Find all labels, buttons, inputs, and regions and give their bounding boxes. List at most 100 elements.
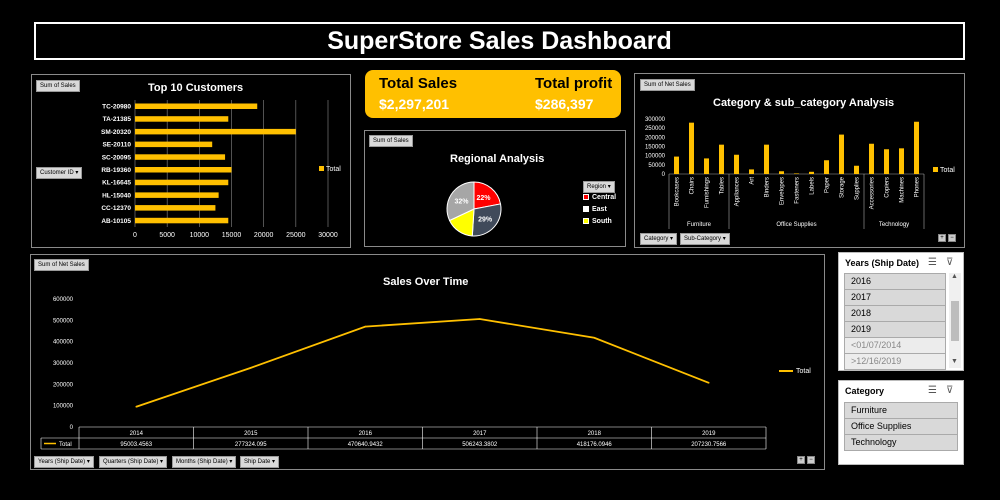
- regional-title: Regional Analysis: [450, 153, 545, 165]
- expand-button[interactable]: +: [938, 234, 946, 242]
- dropdown-icon: ▾: [86, 459, 90, 465]
- bar: [704, 158, 709, 174]
- bar: [914, 121, 919, 174]
- years-slicer-item[interactable]: <01/07/2014: [844, 337, 946, 354]
- time-filter-button[interactable]: Months (Ship Date) ▾: [172, 456, 237, 468]
- category-slicer-title: Category: [845, 386, 885, 396]
- regional-sum-of-sales-button[interactable]: Sum of Sales: [369, 135, 413, 147]
- table-value: 95003.4563: [120, 442, 152, 448]
- bar: [884, 149, 889, 174]
- y-tick-label: 250000: [645, 126, 666, 132]
- category-label: Paper: [825, 177, 831, 193]
- category-slicer-item[interactable]: Technology: [844, 434, 958, 451]
- years-slicer-item[interactable]: >12/16/2019: [844, 353, 946, 370]
- y-tick-label: 400000: [53, 340, 74, 346]
- category-label: Storage: [840, 176, 846, 198]
- time-filter-button[interactable]: Quarters (Ship Date) ▾: [99, 456, 168, 468]
- y-tick-label: 100000: [645, 154, 666, 160]
- collapse-button[interactable]: −: [807, 456, 815, 464]
- time-filter-button[interactable]: Ship Date ▾: [240, 456, 280, 468]
- total-sales-value: $2,297,201: [379, 96, 450, 112]
- x-tick-label: 10000: [190, 232, 210, 239]
- years-slicer-item[interactable]: 2019: [844, 321, 946, 338]
- y-tick-label: 200000: [645, 135, 666, 141]
- legend-label: East: [592, 206, 607, 213]
- table-value: 277324.095: [235, 442, 267, 448]
- bar: [839, 134, 844, 174]
- time-filter-button[interactable]: Years (Ship Date) ▾: [34, 456, 94, 468]
- years-slicer-scrollbar[interactable]: ▲ ▼: [949, 273, 961, 368]
- multi-select-icon[interactable]: ☰: [928, 257, 937, 268]
- scroll-down-icon[interactable]: ▼: [951, 358, 958, 365]
- scroll-thumb[interactable]: [951, 301, 959, 341]
- category-label: SM-20320: [101, 129, 131, 136]
- years-slicer-item[interactable]: 2018: [844, 305, 946, 322]
- subcategory-filter-button[interactable]: Sub-Category ▾: [680, 233, 730, 245]
- category-label: Copiers: [885, 177, 891, 198]
- category-label: Supplies: [855, 177, 861, 200]
- category-panel[interactable]: Sum of Net Sales Category & sub_category…: [634, 73, 965, 248]
- x-tick-label: 2014: [130, 431, 144, 437]
- sum-of-sales-field-button[interactable]: Sum of Sales: [36, 80, 80, 92]
- dropdown-icon: ▾: [670, 236, 674, 242]
- legend-item: Central: [583, 194, 616, 201]
- line-point: [249, 367, 252, 369]
- clear-filter-icon[interactable]: ⊽: [946, 385, 954, 396]
- table-row-label: Total: [59, 442, 72, 448]
- expand-button[interactable]: +: [797, 456, 805, 464]
- bar: [135, 179, 229, 186]
- bar: [135, 103, 258, 109]
- table-value: 207230.7566: [691, 442, 727, 448]
- sales-time-title: Sales Over Time: [383, 276, 469, 288]
- top-customers-chart: 0 5000 10000 15000 20000 25000 30000 TC-20980 TA…: [101, 100, 338, 239]
- bar: [135, 141, 213, 148]
- category-slicer-item[interactable]: Office Supplies: [844, 418, 958, 435]
- sum-of-net-sales-button[interactable]: Sum of Net Sales: [640, 79, 695, 91]
- years-slicer-item[interactable]: 2017: [844, 289, 946, 306]
- y-tick-label: 50000: [648, 163, 665, 169]
- pie-slice: [473, 181, 502, 210]
- legend-label: Total: [326, 166, 341, 173]
- category-legend: Total: [933, 167, 955, 174]
- collapse-button[interactable]: −: [948, 234, 956, 242]
- region-field-button[interactable]: Region ▾: [583, 181, 615, 193]
- category-slicer[interactable]: Category ☰ ⊽ Furniture Office Supplies Tec…: [838, 380, 964, 465]
- pie-data-label: 32%: [454, 199, 469, 206]
- bar: [135, 128, 296, 135]
- multi-select-icon[interactable]: ☰: [928, 385, 937, 396]
- bar: [734, 154, 739, 174]
- years-slicer-item[interactable]: 2016: [844, 273, 946, 290]
- legend-label: Total: [940, 167, 955, 174]
- sales-time-panel[interactable]: Sum of Net Sales Sales Over Time 0 100000…: [30, 254, 825, 470]
- customer-id-field-button[interactable]: Customer ID ▾: [36, 167, 83, 179]
- regional-panel[interactable]: Sum of Sales Regional Analysis 22% 29% 32%…: [364, 130, 626, 247]
- legend-item: South: [583, 218, 616, 225]
- dashboard-title-box: SuperStore Sales Dashboard: [34, 22, 965, 60]
- sales-time-field-button[interactable]: Sum of Net Sales: [34, 259, 89, 271]
- category-filter-label: Category: [644, 236, 669, 242]
- years-slicer[interactable]: Years (Ship Date) ☰ ⊽ 2016 2017 2018 2019 <0…: [838, 252, 964, 371]
- kpi-card: Total Sales $2,297,201 Total profit $286…: [365, 70, 621, 118]
- group-label: Furniture: [687, 222, 712, 228]
- category-label: CC-12370: [101, 205, 131, 212]
- clear-filter-icon[interactable]: ⊽: [946, 257, 954, 268]
- y-tick-label: 0: [70, 425, 74, 431]
- group-label: Office Supplies: [776, 222, 816, 228]
- top-customers-panel[interactable]: Sum of Sales Top 10 Customers Customer I…: [31, 74, 351, 248]
- scroll-up-icon[interactable]: ▲: [951, 273, 958, 280]
- bar: [764, 144, 769, 174]
- bar: [809, 171, 814, 174]
- filter-icon: ▾: [75, 170, 79, 176]
- dropdown-icon: ▾: [229, 459, 233, 465]
- y-tick-label: 200000: [53, 382, 74, 388]
- y-tick-label: 500000: [53, 318, 74, 324]
- bar: [135, 154, 226, 160]
- y-tick-label: 150000: [645, 145, 666, 151]
- category-slicer-item[interactable]: Furniture: [844, 402, 958, 419]
- category-label: Tables: [720, 177, 726, 194]
- category-filter-button[interactable]: Category ▾: [640, 233, 678, 245]
- bar: [674, 156, 679, 174]
- dropdown-icon: ▾: [272, 459, 276, 465]
- category-chart: 0 50000 100000 150000 200000 250000 300000 Book…: [645, 117, 925, 229]
- bar: [135, 217, 229, 224]
